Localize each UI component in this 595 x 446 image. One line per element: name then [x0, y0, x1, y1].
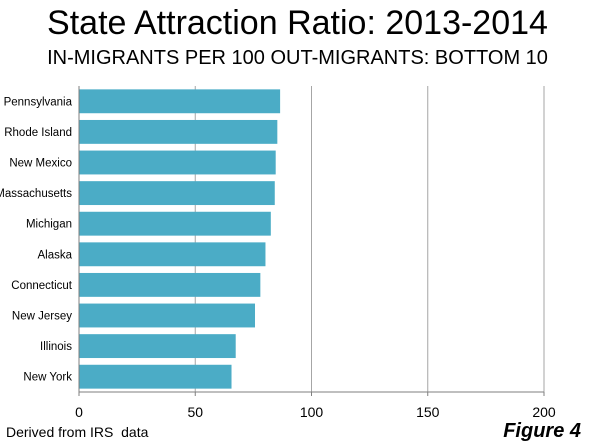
bar-massachusetts: [79, 181, 275, 206]
bar-new-jersey: [79, 303, 256, 328]
x-tick-label-100: 100: [300, 404, 324, 420]
bar-rhode-island: [79, 119, 278, 144]
category-label-pennsylvania: Pennsylvania: [4, 96, 73, 108]
source-note: Derived from IRS data: [6, 424, 149, 440]
chart-title: State Attraction Ratio: 2013-2014: [47, 4, 548, 42]
category-label-rhode-island: Rhode Island: [4, 127, 72, 139]
category-label-illinois: Illinois: [40, 341, 72, 353]
x-tick-label-0: 0: [75, 404, 83, 420]
category-label-michigan: Michigan: [26, 219, 72, 231]
bar-illinois: [79, 334, 236, 359]
category-label-alaska: Alaska: [37, 249, 72, 261]
x-tick-label-200: 200: [532, 404, 556, 420]
category-label-connecticut: Connecticut: [11, 280, 73, 292]
bar-pennsylvania: [79, 89, 281, 114]
chart-subtitle: IN-MIGRANTS PER 100 OUT-MIGRANTS: BOTTOM…: [47, 47, 548, 69]
bar-alaska: [79, 242, 266, 267]
bar-michigan: [79, 211, 271, 236]
category-label-new-jersey: New Jersey: [12, 311, 72, 323]
x-tick-label-50: 50: [187, 404, 203, 420]
x-tick-label-150: 150: [416, 404, 440, 420]
category-label-new-york: New York: [23, 372, 72, 384]
bar-new-york: [79, 364, 232, 389]
bar-new-mexico: [79, 150, 276, 175]
bar-connecticut: [79, 272, 261, 297]
figure-label: Figure 4: [503, 420, 581, 442]
category-label-new-mexico: New Mexico: [9, 158, 72, 170]
category-label-massachusetts: Massachusetts: [0, 188, 72, 200]
